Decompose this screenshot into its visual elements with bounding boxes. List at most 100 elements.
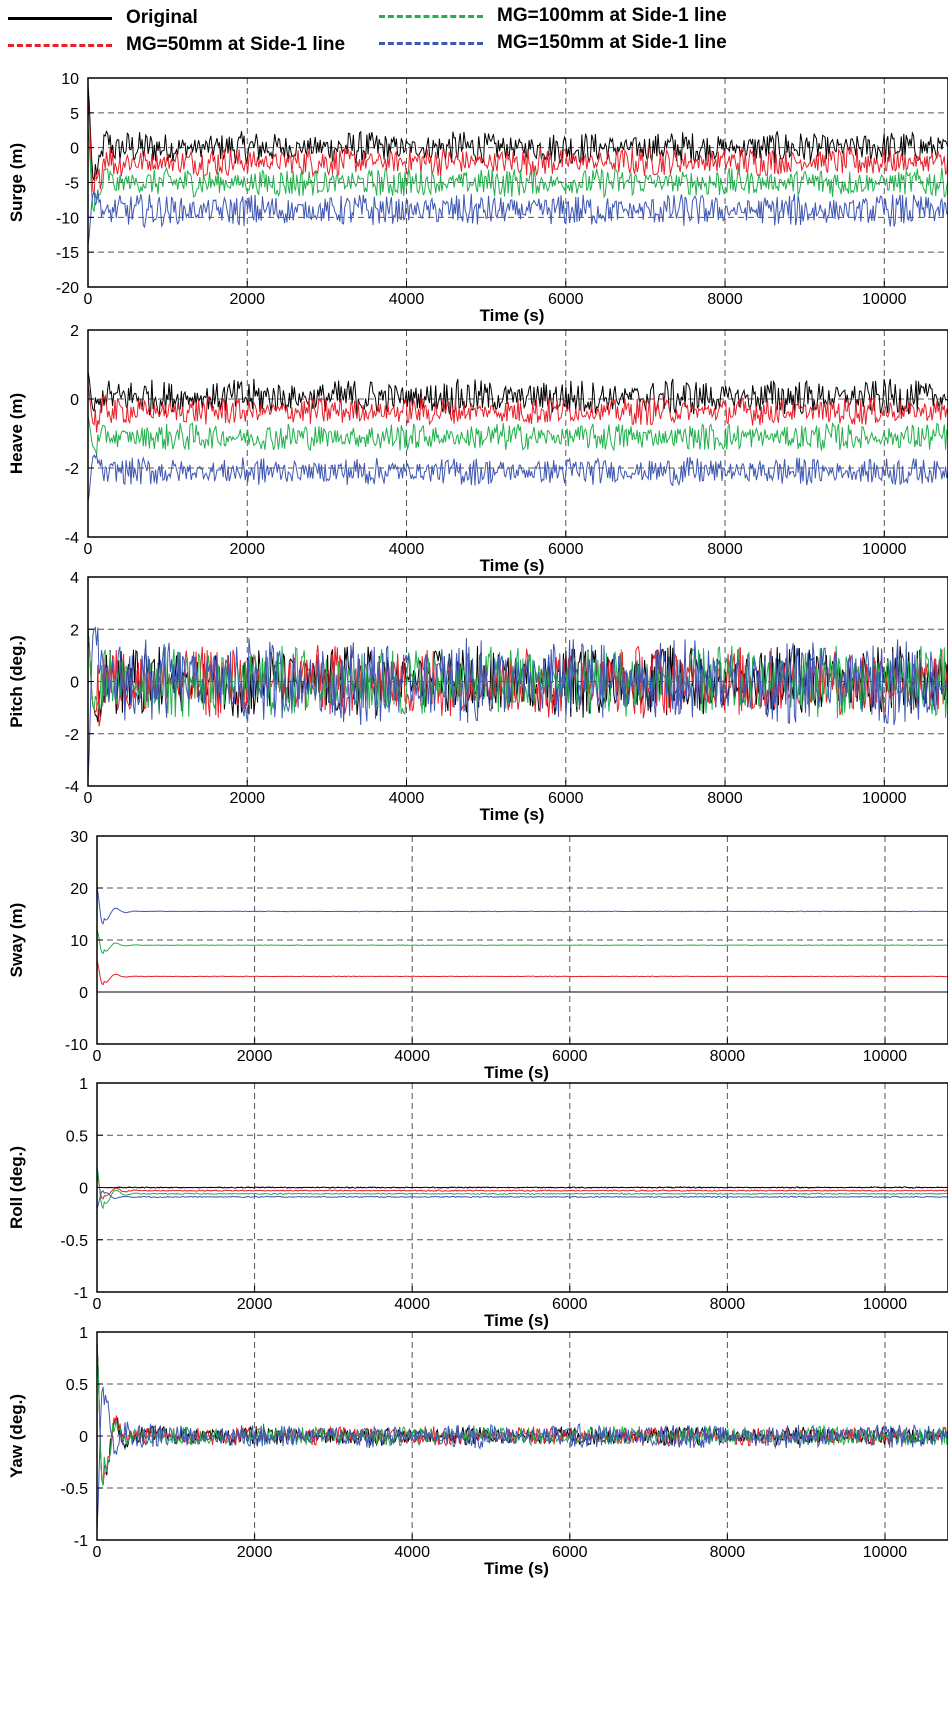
x-tick-label: 4000 xyxy=(389,790,425,807)
x-tick-label: 6000 xyxy=(548,790,584,807)
y-tick-label: 1 xyxy=(79,1076,88,1093)
x-tick-label: 8000 xyxy=(707,790,743,807)
x-tick-label: 10000 xyxy=(863,1544,908,1561)
y-tick-label: -5 xyxy=(65,176,79,193)
series-line-mg-150mm-at-side-1-line xyxy=(97,1386,948,1530)
series-line-mg-50mm-at-side-1-line xyxy=(97,1342,948,1486)
x-tick-label: 6000 xyxy=(552,1296,588,1313)
chart-legend: Original MG=100mm at Side-1 line MG=50mm… xyxy=(0,0,948,62)
x-axis-title: Time (s) xyxy=(484,1311,549,1330)
x-tick-label: 4000 xyxy=(389,541,425,558)
y-tick-label: -15 xyxy=(56,245,79,262)
y-tick-label: 0 xyxy=(70,392,79,409)
y-axis-title: Yaw (deg.) xyxy=(7,1394,26,1478)
x-tick-label: 4000 xyxy=(394,1296,430,1313)
y-tick-label: 0 xyxy=(79,1181,88,1198)
legend-swatch-original xyxy=(8,16,112,20)
chart-panel-5: 0 2000 4000 6000 8000 10000 -1 -0.5 0 0.5 1 Time (s… xyxy=(7,1325,948,1578)
x-axis-title: Time (s) xyxy=(480,306,545,325)
series-line-mg-50mm-at-side-1-line xyxy=(97,1174,948,1200)
legend-item-mg50: MG=50mm at Side-1 line xyxy=(8,33,345,57)
x-tick-label: 8000 xyxy=(707,291,743,308)
y-tick-label: 20 xyxy=(70,881,88,898)
y-tick-label: 5 xyxy=(70,106,79,123)
y-axis-title: Pitch (deg.) xyxy=(7,635,26,728)
legend-label-mg150: MG=150mm at Side-1 line xyxy=(497,32,727,53)
x-axis-title: Time (s) xyxy=(484,1063,549,1082)
x-tick-label: 6000 xyxy=(552,1544,588,1561)
y-tick-label: 10 xyxy=(70,933,88,950)
x-tick-label: 8000 xyxy=(710,1544,746,1561)
x-tick-label: 8000 xyxy=(710,1048,746,1065)
y-tick-label: 30 xyxy=(70,829,88,846)
series-line-mg-100mm-at-side-1-line xyxy=(97,1342,948,1486)
y-tick-label: -0.5 xyxy=(60,1481,88,1498)
x-tick-label: 10000 xyxy=(862,291,907,308)
series-line-original xyxy=(97,1186,948,1189)
y-axis-title: Heave (m) xyxy=(7,393,26,474)
y-tick-label: 0 xyxy=(79,1429,88,1446)
y-tick-label: -20 xyxy=(56,280,79,297)
legend-label-mg100: MG=100mm at Side-1 line xyxy=(497,5,727,26)
x-tick-label: 10000 xyxy=(863,1296,908,1313)
x-tick-label: 0 xyxy=(93,1544,102,1561)
y-tick-label: -2 xyxy=(65,727,79,744)
x-tick-label: 4000 xyxy=(389,291,425,308)
y-tick-label: 0.5 xyxy=(66,1128,88,1145)
series-line-mg-150mm-at-side-1-line xyxy=(88,626,948,781)
y-axis-title: Surge (m) xyxy=(7,143,26,222)
series-line-mg-100mm-at-side-1-line xyxy=(97,1166,948,1210)
legend-item-mg150: MG=150mm at Side-1 line xyxy=(379,31,727,55)
chart-panel-1: 0 2000 4000 6000 8000 10000 -4 -2 0 2 Time (s) Heav… xyxy=(7,323,948,575)
series-line-original xyxy=(88,84,948,181)
x-tick-label: 2000 xyxy=(229,790,265,807)
x-tick-label: 4000 xyxy=(394,1544,430,1561)
x-tick-label: 8000 xyxy=(710,1296,746,1313)
series-line-mg-100mm-at-side-1-line xyxy=(88,126,948,212)
x-tick-label: 2000 xyxy=(237,1296,273,1313)
legend-item-original: Original xyxy=(8,6,198,30)
x-tick-label: 2000 xyxy=(237,1048,273,1065)
x-tick-label: 2000 xyxy=(237,1544,273,1561)
x-tick-label: 0 xyxy=(84,541,93,558)
legend-swatch-mg50 xyxy=(8,43,112,47)
series-line-mg-150mm-at-side-1-line xyxy=(88,452,948,503)
legend-item-mg100: MG=100mm at Side-1 line xyxy=(379,4,727,28)
x-tick-label: 0 xyxy=(93,1296,102,1313)
plot-frame xyxy=(87,329,948,538)
legend-swatch-mg100 xyxy=(379,14,483,18)
x-tick-label: 6000 xyxy=(548,541,584,558)
series-line-mg-50mm-at-side-1-line xyxy=(88,98,948,195)
y-tick-label: 2 xyxy=(70,323,79,340)
y-tick-label: -1 xyxy=(74,1285,88,1302)
y-axis-title: Sway (m) xyxy=(7,903,26,978)
x-tick-label: 6000 xyxy=(552,1048,588,1065)
x-tick-label: 2000 xyxy=(229,291,265,308)
chart-panel-2: 0 2000 4000 6000 8000 10000 -4 -2 0 2 4 Time (s) Pit… xyxy=(7,570,948,824)
x-tick-label: 10000 xyxy=(862,541,907,558)
series-line-mg-150mm-at-side-1-line xyxy=(97,887,948,925)
y-axis-title: Roll (deg.) xyxy=(7,1146,26,1229)
chart-panel-3: 0 2000 4000 6000 8000 10000 -10 0 10 20 30 Time (s)… xyxy=(7,829,948,1082)
y-tick-label: -1 xyxy=(74,1533,88,1550)
series-line-mg-150mm-at-side-1-line xyxy=(97,1190,948,1209)
series-line-original xyxy=(97,1342,948,1486)
y-tick-label: 0 xyxy=(79,985,88,1002)
y-tick-label: 10 xyxy=(61,71,79,88)
y-tick-label: 2 xyxy=(70,622,79,639)
x-tick-label: 6000 xyxy=(548,291,584,308)
legend-label-mg50: MG=50mm at Side-1 line xyxy=(126,34,346,55)
series-line-mg-150mm-at-side-1-line xyxy=(88,189,948,246)
legend-swatch-mg150 xyxy=(379,41,483,45)
y-tick-label: -10 xyxy=(65,1037,88,1054)
y-tick-label: -4 xyxy=(65,779,79,796)
series-line-original xyxy=(88,371,948,416)
series-line-mg-100mm-at-side-1-line xyxy=(88,416,948,455)
y-tick-label: 1 xyxy=(79,1325,88,1342)
y-tick-label: -10 xyxy=(56,210,79,227)
y-tick-label: -2 xyxy=(65,461,79,478)
y-tick-label: 4 xyxy=(70,570,79,587)
x-axis-title: Time (s) xyxy=(480,805,545,824)
chart-panel-4: 0 2000 4000 6000 8000 10000 -1 -0.5 0 0.5 1 Time (s… xyxy=(7,1076,948,1330)
